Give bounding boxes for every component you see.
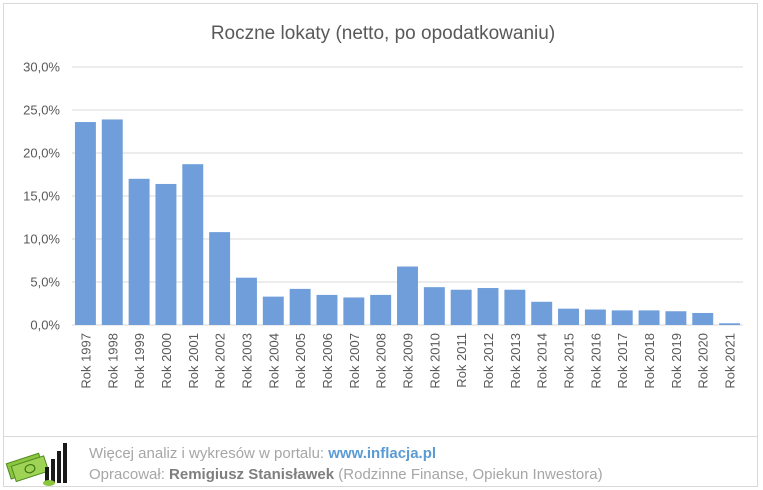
y-axis-tick-labels: 0,0% 5,0% 10,0% 15,0% 20,0% 25,0% 30,0% [23,60,60,333]
bar [611,310,633,325]
x-tick-label: Rok 2005 [293,333,308,389]
x-tick-label: Rok 2019 [669,333,684,389]
inflacja-logo-icon [5,439,71,487]
bar [316,294,338,325]
bar [584,309,606,325]
x-tick-label: Rok 2010 [427,333,442,389]
bar [155,183,177,325]
x-tick-label: Rok 2020 [696,333,711,389]
bar [692,312,714,325]
bar [531,301,553,325]
x-tick-label: Rok 2011 [454,333,469,388]
bar [504,289,526,325]
x-tick-label: Rok 2007 [347,333,362,389]
x-tick-label: Rok 2016 [588,333,603,389]
x-tick-label: Rok 2003 [239,333,254,389]
bar [558,308,580,325]
bar [182,164,204,325]
y-tick-label: 20,0% [23,146,60,161]
x-tick-label: Rok 2021 [723,333,738,389]
x-tick-label: Rok 1997 [78,333,93,389]
y-tick-label: 15,0% [23,189,60,204]
x-tick-label: Rok 2018 [642,333,657,389]
bar [665,311,687,325]
bar-chart: Roczne lokaty (netto, po opodatkowaniu) … [23,23,743,389]
bar [343,297,365,325]
bar [719,323,741,325]
x-tick-label: Rok 1999 [132,333,147,389]
portal-link[interactable]: www.inflacja.pl [328,445,437,462]
x-tick-label: Rok 2014 [535,333,550,389]
bar [74,122,96,325]
footer-portal-text: Więcej analiz i wykresów w portalu: [89,445,329,462]
bar [450,289,472,325]
author-name: Remigiusz Stanisławek [169,466,335,483]
footer-author-suffix: (Rodzinne Finanse, Opiekun Inwestora) [334,466,603,483]
bar [638,310,660,325]
x-axis-tick-labels: Rok 1997 Rok 1998 Rok 1999 Rok 2000 Rok 2001… [78,333,737,389]
x-tick-label: Rok 2009 [401,333,416,389]
x-tick-label: Rok 2017 [615,333,630,389]
x-tick-label: Rok 2004 [266,333,281,389]
bar [477,288,499,325]
x-tick-label: Rok 2013 [508,333,523,389]
x-tick-label: Rok 2012 [481,333,496,389]
footer: Więcej analiz i wykresów w portalu: www.… [3,436,758,487]
bar [423,287,445,325]
bar [235,277,257,325]
x-tick-label: Rok 2001 [186,333,201,389]
bar [262,296,284,325]
bar [370,294,392,325]
footer-portal-line: Więcej analiz i wykresów w portalu: www.… [89,445,436,462]
x-tick-label: Rok 1998 [105,333,120,389]
y-tick-label: 10,0% [23,232,60,247]
bar [209,232,231,325]
chart-title: Roczne lokaty (netto, po opodatkowaniu) [211,23,555,44]
footer-author-prefix: Opracował: [89,466,170,483]
y-tick-label: 0,0% [30,318,60,333]
x-tick-label: Rok 2015 [562,333,577,389]
bar [397,266,418,325]
x-tick-label: Rok 2008 [374,333,389,389]
x-tick-label: Rok 2000 [159,333,174,389]
bar [289,288,311,325]
x-tick-label: Rok 2006 [320,333,335,389]
bar [128,178,150,325]
footer-author-line: Opracował: Remigiusz Stanisławek (Rodzin… [89,466,603,483]
bars [74,119,741,326]
x-tick-label: Rok 2002 [213,333,228,389]
bar [101,119,123,326]
y-tick-label: 25,0% [23,103,60,118]
y-tick-label: 5,0% [30,275,60,290]
y-tick-label: 30,0% [23,60,60,75]
